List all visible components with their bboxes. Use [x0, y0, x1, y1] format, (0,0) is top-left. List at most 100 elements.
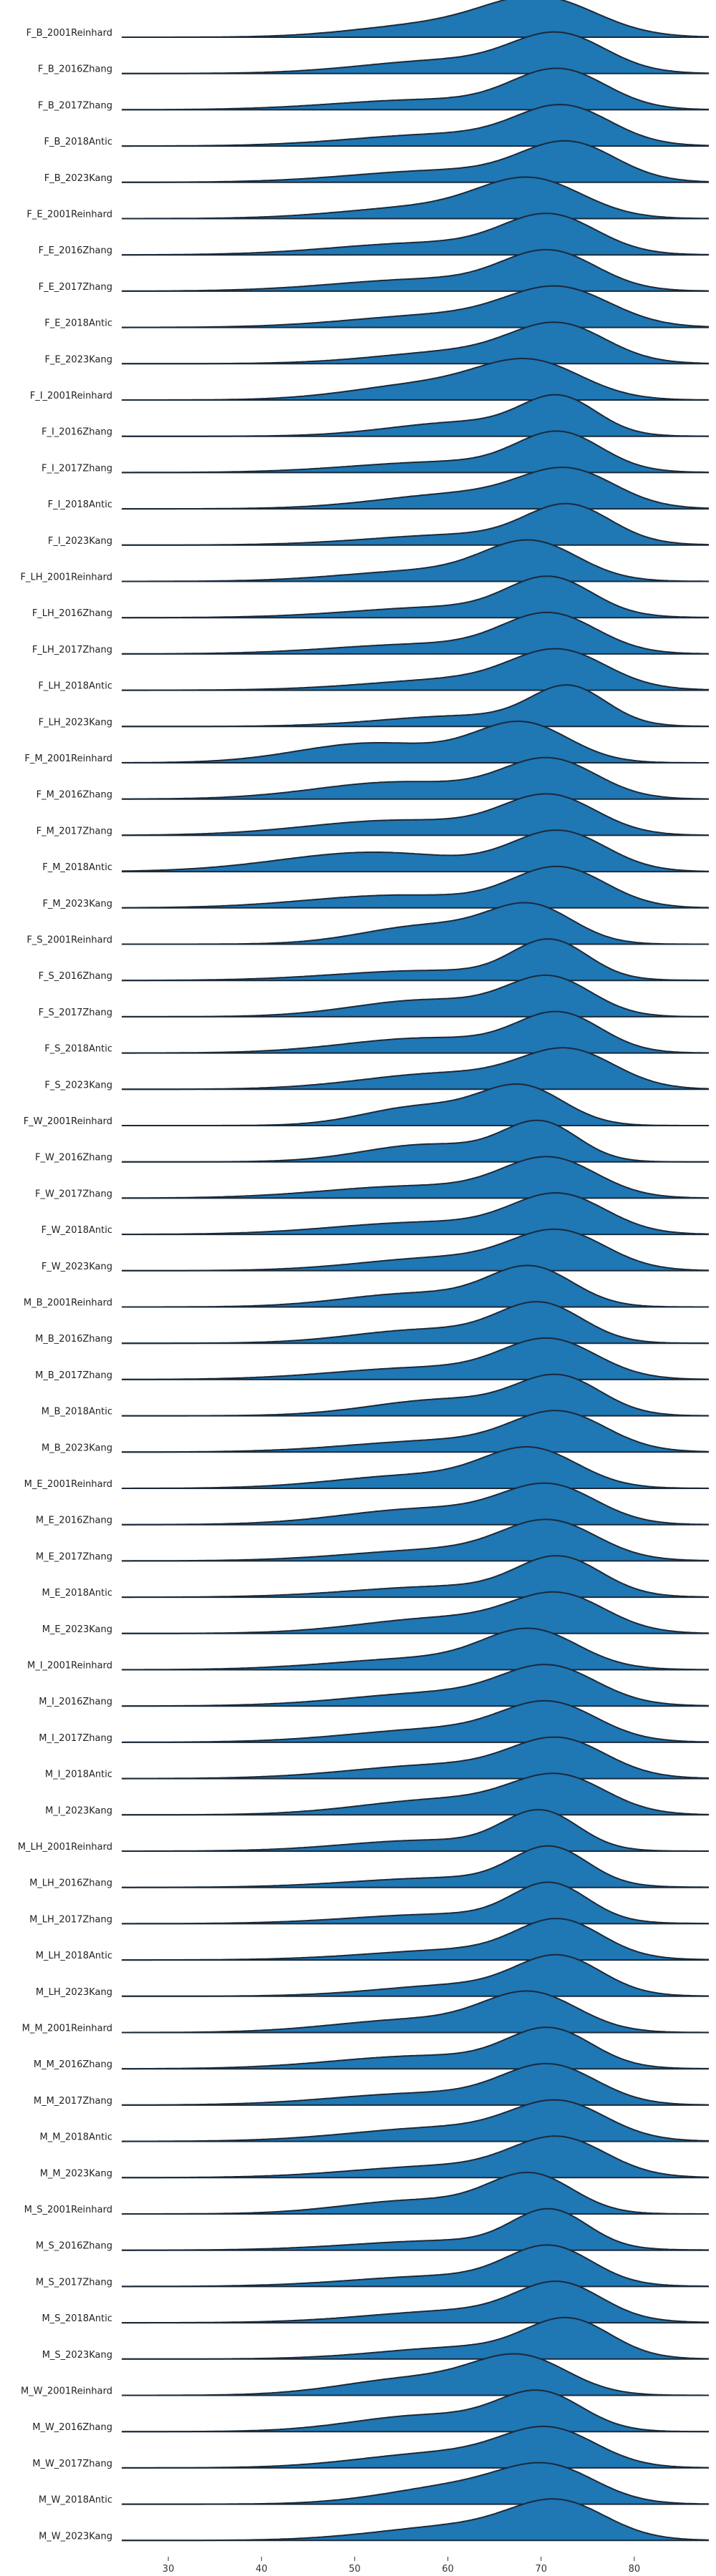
ridge-row: M_LH_2018Antic	[36, 1918, 709, 1961]
x-tick-label: 70	[535, 2564, 547, 2575]
ridge-area-F_M_2023Kang	[122, 866, 709, 908]
ridge-row: F_LH_2001Reinhard	[21, 539, 709, 583]
ridge-row: F_M_2001Reinhard	[24, 721, 709, 764]
ridge-row: F_S_2018Antic	[44, 1010, 709, 1055]
ridge-row: F_M_2016Zhang	[37, 756, 709, 801]
ridge-area-M_B_2016Zhang	[122, 1302, 709, 1344]
ridge-area-F_S_2016Zhang	[122, 939, 709, 981]
ridge-area-M_I_2017Zhang	[122, 1700, 709, 1742]
ridge-label: M_M_2001Reinhard	[22, 2024, 112, 2034]
ridge-line-F_M_2017Zhang	[121, 793, 709, 836]
ridge-row: F_I_2018Antic	[48, 467, 710, 510]
ridge-area-F_M_2001Reinhard	[122, 721, 709, 763]
ridge-label: F_B_2001Reinhard	[26, 28, 112, 39]
ridge-row: F_B_2018Antic	[44, 104, 710, 147]
ridge-label: F_B_2018Antic	[44, 137, 112, 147]
ridge-label: M_S_2017Zhang	[36, 2277, 112, 2288]
ridge-label: F_M_2018Antic	[42, 862, 112, 873]
ridge-row: M_I_2018Antic	[45, 1736, 710, 1780]
ridge-label: F_W_2023Kang	[42, 1262, 112, 1272]
ridge-line-F_E_2016Zhang	[122, 213, 710, 256]
ridge-row: M_I_2017Zhang	[39, 1699, 710, 1744]
ridge-label: M_S_2001Reinhard	[24, 2205, 112, 2215]
ridge-area-M_E_2018Antic	[122, 1556, 709, 1598]
ridge-area-M_W_2001Reinhard	[122, 2353, 709, 2396]
ridge-row: F_W_2001Reinhard	[24, 1083, 709, 1127]
ridge-line-F_LH_2017Zhang	[122, 611, 710, 655]
ridge-label: F_LH_2016Zhang	[32, 608, 112, 619]
ridge-row: F_M_2023Kang	[42, 865, 710, 909]
ridge-label: M_B_2016Zhang	[35, 1334, 112, 1345]
ridge-area-M_LH_2018Antic	[122, 1918, 709, 1961]
ridge-row: F_B_2017Zhang	[38, 67, 709, 111]
ridge-area-F_LH_2001Reinhard	[122, 540, 709, 582]
ridge-area-M_M_2016Zhang	[122, 2027, 709, 2069]
ridge-label: M_W_2023Kang	[39, 2531, 112, 2542]
ridge-area-F_S_2001Reinhard	[122, 902, 709, 945]
ridge-row: F_E_2016Zhang	[39, 213, 710, 256]
x-tick-label: 50	[349, 2564, 361, 2575]
ridge-row: F_I_2001Reinhard	[30, 358, 710, 401]
ridge-label: M_B_2018Antic	[42, 1407, 112, 1418]
ridge-area-F_S_2023Kang	[122, 1048, 709, 1090]
ridge-area-M_S_2001Reinhard	[122, 2172, 709, 2214]
ridge-row: F_S_2017Zhang	[39, 974, 709, 1018]
ridge-row: M_W_2018Antic	[39, 2462, 709, 2506]
ridge-area-F_S_2018Antic	[122, 1011, 709, 1053]
x-tick-label: 30	[163, 2564, 175, 2575]
ridge-row: F_LH_2016Zhang	[32, 575, 710, 619]
ridge-line-F_M_2016Zhang	[122, 756, 709, 800]
ridge-area-F_E_2017Zhang	[122, 249, 709, 291]
ridge-line-F_M_2001Reinhard	[122, 721, 709, 763]
ridge-area-M_S_2023Kang	[122, 2317, 709, 2359]
ridge-label: M_LH_2018Antic	[36, 1951, 112, 1961]
ridge-label: F_M_2001Reinhard	[24, 753, 112, 764]
ridge-row: M_M_2016Zhang	[34, 2026, 710, 2070]
ridge-row: F_I_2023Kang	[48, 502, 710, 547]
ridge-label: F_W_2001Reinhard	[24, 1116, 112, 1127]
ridge-row: M_W_2017Zhang	[32, 2425, 710, 2469]
ridge-label: F_I_2001Reinhard	[30, 391, 112, 401]
ridge-area-M_W_2023Kang	[122, 2499, 709, 2541]
ridge-area-F_LH_2018Antic	[122, 648, 709, 691]
ridge-row: M_M_2023Kang	[40, 2135, 710, 2179]
ridge-area-M_E_2017Zhang	[122, 1519, 709, 1561]
ridges-layer: F_B_2001Reinhard F_B_2016Zhang F_B_2017Zha…	[18, 0, 710, 2542]
ridge-row: F_B_2016Zhang	[38, 31, 710, 75]
ridge-line-F_M_2018Antic	[121, 829, 709, 872]
ridge-label: F_B_2016Zhang	[38, 64, 112, 75]
ridge-area-M_M_2001Reinhard	[122, 1991, 709, 2033]
ridge-label: F_LH_2018Antic	[38, 681, 112, 692]
ridge-label: F_M_2023Kang	[42, 899, 112, 909]
ridge-line-F_M_2023Kang	[122, 865, 710, 909]
ridge-area-F_W_2001Reinhard	[122, 1084, 709, 1126]
ridge-label: F_S_2016Zhang	[39, 971, 112, 982]
ridge-area-M_B_2001Reinhard	[122, 1265, 709, 1307]
ridge-area-M_LH_2023Kang	[122, 1954, 709, 1996]
ridge-area-M_E_2016Zhang	[122, 1483, 709, 1525]
ridge-row: M_B_2023Kang	[42, 1410, 710, 1453]
ridge-row: M_E_2018Antic	[42, 1555, 709, 1599]
ridge-label: M_S_2023Kang	[42, 2350, 112, 2361]
ridge-row: F_I_2017Zhang	[42, 430, 709, 474]
ridge-label: F_B_2023Kang	[44, 173, 112, 184]
ridge-label: M_B_2023Kang	[42, 1443, 112, 1453]
ridge-area-M_B_2023Kang	[122, 1410, 709, 1453]
ridge-area-M_B_2017Zhang	[122, 1337, 709, 1380]
ridge-area-M_M_2018Antic	[122, 2099, 709, 2142]
ridge-label: F_E_2018Antic	[44, 318, 112, 329]
ridge-label: M_E_2018Antic	[42, 1588, 112, 1599]
ridge-line-M_M_2016Zhang	[122, 2026, 710, 2070]
ridge-row: F_W_2018Antic	[42, 1192, 710, 1236]
ridge-label: M_M_2023Kang	[40, 2168, 112, 2179]
ridge-row: M_W_2023Kang	[39, 2498, 710, 2542]
ridge-row: M_I_2001Reinhard	[27, 1627, 709, 1672]
ridge-label: F_LH_2017Zhang	[32, 645, 112, 655]
ridge-area-M_S_2016Zhang	[122, 2208, 709, 2250]
x-tick-label: 80	[629, 2564, 641, 2575]
ridge-row: M_M_2017Zhang	[34, 2062, 710, 2107]
ridge-row: M_LH_2023Kang	[36, 1953, 710, 1998]
ridge-area-F_LH_2023Kang	[122, 685, 709, 727]
ridge-row: M_E_2001Reinhard	[24, 1446, 709, 1490]
